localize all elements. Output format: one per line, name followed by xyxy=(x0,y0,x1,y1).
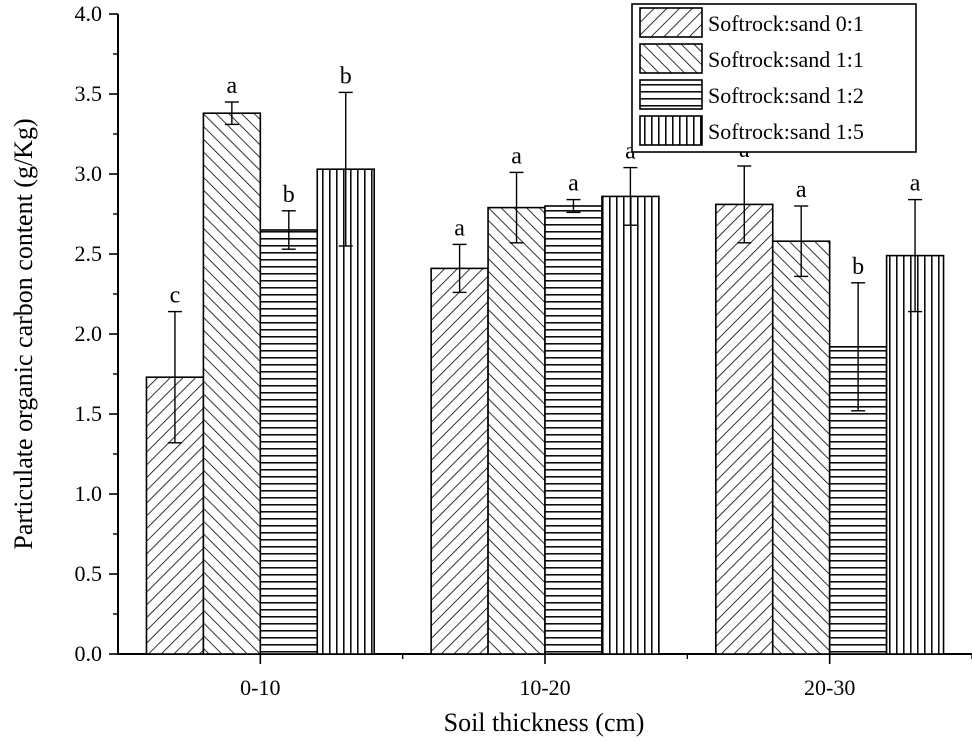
bar[interactable] xyxy=(714,203,774,655)
y-tick-label: 1.5 xyxy=(75,401,103,426)
x-tick-label: 10-20 xyxy=(519,675,570,700)
significance-letter: a xyxy=(511,143,522,169)
significance-letter: a xyxy=(625,139,636,165)
significance-letter: a xyxy=(796,177,807,203)
x-axis-title: Soil thickness (cm) xyxy=(444,708,645,737)
significance-letter: a xyxy=(454,215,465,241)
bar[interactable] xyxy=(430,267,489,655)
bar[interactable] xyxy=(487,206,546,655)
x-tick-label: 20-30 xyxy=(804,675,855,700)
significance-letter: b xyxy=(852,254,864,280)
y-tick-label: 1.0 xyxy=(75,481,103,506)
significance-letter: c xyxy=(170,283,181,309)
bar[interactable] xyxy=(885,254,945,655)
bar[interactable] xyxy=(259,229,319,655)
y-tick-label: 2.0 xyxy=(75,321,103,346)
significance-letter: b xyxy=(283,182,295,208)
legend: Softrock:sand 0:1 Softrock:sand 1:1 Softro… xyxy=(631,3,917,153)
bar[interactable] xyxy=(771,240,831,655)
bar[interactable] xyxy=(202,112,262,655)
y-tick-label: 4.0 xyxy=(75,1,103,26)
y-tick-label: 2.5 xyxy=(75,241,103,266)
legend-label: Softrock:sand 1:5 xyxy=(708,119,864,144)
y-tick-label: 0.0 xyxy=(75,641,103,666)
y-tick-label: 3.0 xyxy=(75,161,103,186)
y-axis-title: Particulate organic carbon content (g/Kg… xyxy=(9,118,38,549)
bar[interactable] xyxy=(601,195,660,655)
significance-letter: a xyxy=(910,171,921,197)
y-tick-label: 0.5 xyxy=(75,561,103,586)
bar[interactable] xyxy=(544,205,603,655)
legend-label: Softrock:sand 1:2 xyxy=(708,83,864,108)
legend-swatch xyxy=(639,43,703,74)
significance-letter: b xyxy=(340,63,352,89)
legend-swatch xyxy=(639,115,703,146)
legend-label: Softrock:sand 1:1 xyxy=(708,47,864,72)
x-tick-label: 0-10 xyxy=(240,675,280,700)
significance-letter: a xyxy=(568,171,579,197)
bar[interactable] xyxy=(316,168,375,655)
legend-swatch xyxy=(639,7,703,38)
legend-swatch xyxy=(639,79,703,110)
legend-label: Softrock:sand 0:1 xyxy=(708,11,864,36)
y-tick-label: 3.5 xyxy=(75,81,103,106)
significance-letter: a xyxy=(227,73,238,99)
